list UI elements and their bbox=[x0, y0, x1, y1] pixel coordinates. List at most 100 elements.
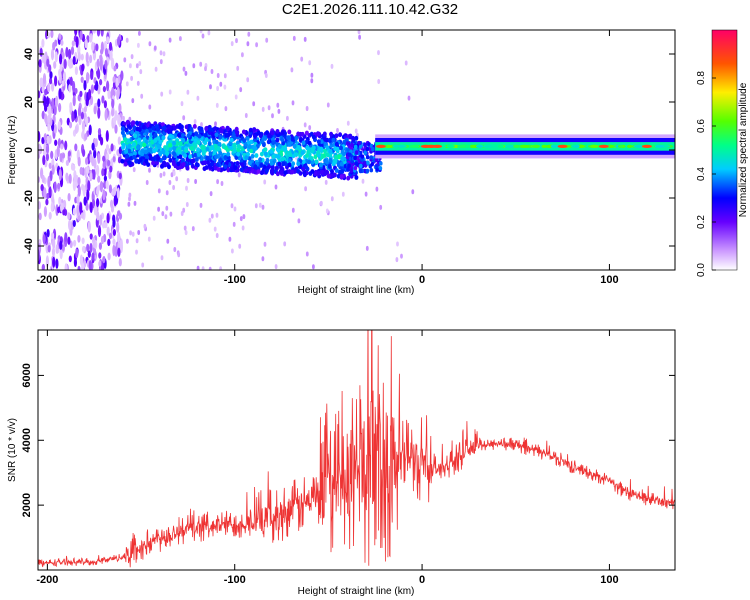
spectrogram-cell bbox=[305, 106, 309, 111]
spectrogram-cell bbox=[208, 217, 212, 223]
spectrogram-cell bbox=[152, 148, 157, 154]
spectrogram-cell bbox=[112, 80, 117, 90]
spectrogram-cell bbox=[470, 144, 478, 148]
spectrogram-cell bbox=[102, 189, 106, 201]
spectrogram-cell bbox=[178, 154, 183, 160]
spectrogram-cell bbox=[210, 213, 214, 219]
spectrogram-cell bbox=[223, 164, 228, 170]
snr-x-label: Height of straight line (km) bbox=[298, 586, 415, 597]
spectrogram-cell bbox=[97, 127, 102, 136]
spectrogram-cell bbox=[92, 241, 96, 248]
spectrogram-cell bbox=[64, 232, 68, 242]
spectrogram-cell bbox=[371, 147, 375, 152]
spectrogram-cell bbox=[340, 156, 345, 162]
spectrogram-cell bbox=[147, 128, 152, 134]
spectrogram-cell bbox=[165, 146, 170, 151]
spectrogram-cell bbox=[358, 34, 361, 40]
spectrogram-cell bbox=[61, 51, 65, 59]
spectrogram-cell bbox=[48, 186, 52, 197]
spectrogram-cell bbox=[219, 81, 223, 87]
spectrogram-cell bbox=[65, 172, 69, 182]
spectrogram-cell bbox=[363, 150, 368, 155]
spectrogram-cell bbox=[304, 130, 309, 136]
spectrogram-cell bbox=[136, 145, 140, 150]
colorbar-tick-label: 0.6 bbox=[696, 119, 707, 133]
spectrogram-cell bbox=[45, 255, 50, 268]
spectrogram-cell bbox=[119, 238, 123, 250]
spectrogram-cell bbox=[235, 38, 238, 44]
spectrogram-cell bbox=[46, 192, 50, 200]
spectrogram-cell bbox=[192, 144, 197, 149]
spectrogram-cell bbox=[74, 174, 78, 183]
spectrogram-cell bbox=[145, 155, 150, 161]
spectrogram-cell bbox=[87, 180, 91, 192]
spectrogram-cell bbox=[67, 236, 71, 245]
spectrogram-cell bbox=[263, 147, 268, 153]
spectrogram-cell bbox=[143, 149, 148, 155]
spectrogram-cell bbox=[195, 162, 200, 168]
spectrogram-cell bbox=[325, 152, 330, 158]
spectrogram-cell bbox=[138, 30, 141, 36]
spectrogram-cell bbox=[138, 61, 142, 66]
spectrogram-cell bbox=[192, 124, 197, 129]
spectrogram-cell bbox=[280, 156, 285, 162]
spectrogram-cell bbox=[162, 171, 166, 177]
spectrogram-cell bbox=[134, 158, 139, 164]
spectrogram-cell bbox=[89, 54, 93, 64]
spectrogram-cell bbox=[100, 48, 104, 55]
spectrogram-cell bbox=[218, 134, 223, 140]
spectrogram-cell bbox=[131, 120, 136, 126]
colorbar-frame bbox=[711, 29, 738, 271]
spectrogram-cell bbox=[41, 110, 45, 120]
spectrogram-cell bbox=[169, 211, 173, 217]
spectrogram-cell bbox=[95, 80, 99, 92]
spectrogram-cell bbox=[106, 80, 110, 92]
spectrogram-cell bbox=[310, 169, 315, 174]
spectrogram-cell bbox=[161, 211, 165, 217]
spectrogram-cell bbox=[287, 150, 292, 156]
spectrogram-cell bbox=[246, 77, 250, 83]
spectrogram-cell bbox=[234, 94, 238, 100]
spectrogram-cell bbox=[191, 226, 195, 232]
spectrogram-cell bbox=[128, 196, 131, 202]
spectrogram-cell bbox=[255, 42, 258, 48]
spectrogram-cell bbox=[291, 207, 295, 213]
spectrogram-cell bbox=[269, 168, 274, 174]
spectrogram-cell bbox=[265, 130, 270, 136]
spectrogram-cell bbox=[290, 137, 295, 142]
spectrogram-cell bbox=[81, 63, 85, 72]
spectrogram-cell bbox=[63, 58, 67, 70]
spectrogram-cell bbox=[123, 161, 128, 167]
spectrogram-cell bbox=[65, 46, 69, 58]
spectrogram-cell bbox=[186, 178, 190, 183]
spectrogram-cell bbox=[68, 219, 72, 231]
spectrogram-cell bbox=[125, 119, 130, 125]
spectrogram-cell bbox=[74, 125, 78, 134]
spectrogram-cell bbox=[331, 137, 336, 143]
spectrogram-cell bbox=[432, 144, 443, 148]
spectrogram-cell bbox=[135, 238, 139, 244]
spectrogram-cell bbox=[84, 133, 88, 141]
spectrogram-cell bbox=[302, 172, 307, 178]
snr-y-label: SNR (10 * v/v) bbox=[7, 418, 18, 482]
spectrogram-cell bbox=[61, 152, 66, 159]
spectrogram-cell bbox=[47, 114, 51, 125]
spectrogram-cell bbox=[358, 150, 363, 156]
spectrogram-cell bbox=[70, 46, 75, 55]
spectrogram-cell bbox=[96, 210, 100, 221]
spectrogram-cell bbox=[94, 138, 98, 148]
spectrogram-cell bbox=[172, 185, 176, 190]
spectrogram-cell bbox=[99, 214, 103, 227]
spectrogram-cell bbox=[40, 184, 44, 192]
spectrogram-cell bbox=[301, 159, 306, 165]
spectrogram-cell bbox=[56, 145, 60, 158]
spectrogram-cell bbox=[81, 237, 85, 245]
spectrogram-cell bbox=[181, 137, 186, 143]
snr-y-tick-label: 2000 bbox=[21, 493, 33, 517]
spectrogram-cell bbox=[221, 143, 226, 149]
spectrogram-cell bbox=[209, 161, 214, 167]
spectrogram-cell bbox=[358, 144, 363, 149]
spectrogram-y-tick-label: 40 bbox=[23, 48, 35, 60]
spectrogram-cell bbox=[232, 135, 237, 141]
